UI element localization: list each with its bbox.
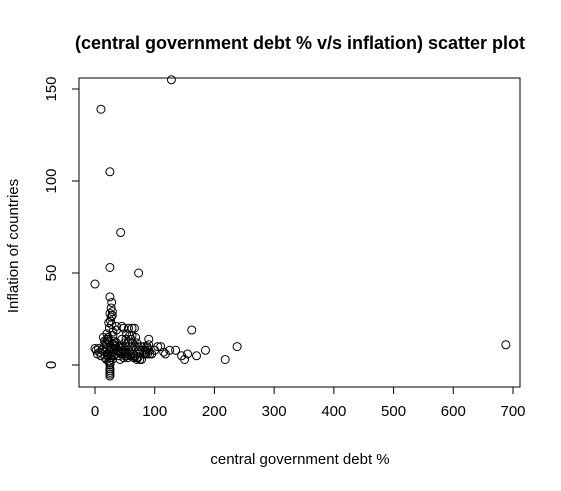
x-tick-label: 500	[381, 403, 406, 420]
data-point	[166, 75, 176, 85]
data-point	[120, 349, 130, 359]
data-point	[131, 332, 141, 342]
y-tick-label: 100	[43, 168, 60, 193]
data-point	[107, 297, 117, 307]
data-points	[90, 75, 511, 381]
data-point	[134, 268, 144, 278]
data-point	[220, 354, 230, 364]
x-tick-label: 0	[91, 403, 99, 420]
data-point	[192, 351, 202, 361]
data-point	[232, 342, 242, 352]
data-point	[105, 167, 115, 177]
data-point	[144, 334, 154, 344]
data-point	[200, 345, 210, 355]
y-axis: 0 50 100 150	[43, 76, 80, 369]
data-point	[159, 347, 169, 357]
data-point	[156, 342, 166, 352]
x-axis: 0 100 200 300 400 500 600 700	[91, 386, 526, 420]
data-point	[501, 340, 511, 350]
y-axis-label: Inflation of countries	[5, 179, 22, 313]
x-tick-label: 400	[321, 403, 346, 420]
data-point	[132, 354, 142, 364]
y-tick-label: 150	[43, 76, 60, 101]
data-point	[123, 323, 133, 333]
x-tick-label: 100	[142, 403, 167, 420]
y-tick-label: 0	[43, 361, 60, 369]
x-axis-label: central government debt %	[210, 451, 389, 468]
data-point	[105, 308, 115, 318]
data-point	[165, 345, 175, 355]
data-point	[127, 342, 137, 352]
y-tick-label: 50	[43, 265, 60, 282]
data-point	[103, 332, 113, 342]
data-point	[171, 345, 181, 355]
data-point	[183, 349, 193, 359]
data-point	[111, 321, 121, 331]
data-point	[129, 353, 139, 363]
data-point	[106, 316, 116, 326]
data-point	[187, 325, 197, 335]
data-point	[105, 358, 115, 368]
data-point	[117, 347, 127, 357]
data-point	[116, 228, 126, 238]
x-tick-label: 300	[262, 403, 287, 420]
data-point	[102, 329, 112, 339]
data-point	[105, 371, 115, 381]
data-point	[96, 104, 106, 114]
data-point	[106, 303, 116, 313]
x-tick-label: 700	[500, 403, 525, 420]
data-point	[105, 262, 115, 272]
data-point	[153, 342, 163, 352]
data-point	[105, 292, 115, 302]
data-point	[90, 279, 100, 289]
data-point	[107, 310, 117, 320]
data-point	[180, 354, 190, 364]
data-point	[106, 312, 116, 322]
data-point	[104, 318, 114, 328]
data-point	[143, 349, 153, 359]
data-point	[144, 340, 154, 350]
chart-title: (central government debt % v/s inflation…	[75, 33, 525, 53]
x-tick-label: 200	[202, 403, 227, 420]
data-point	[111, 325, 121, 335]
data-point	[106, 353, 116, 363]
data-point	[107, 307, 117, 317]
x-tick-label: 600	[441, 403, 466, 420]
